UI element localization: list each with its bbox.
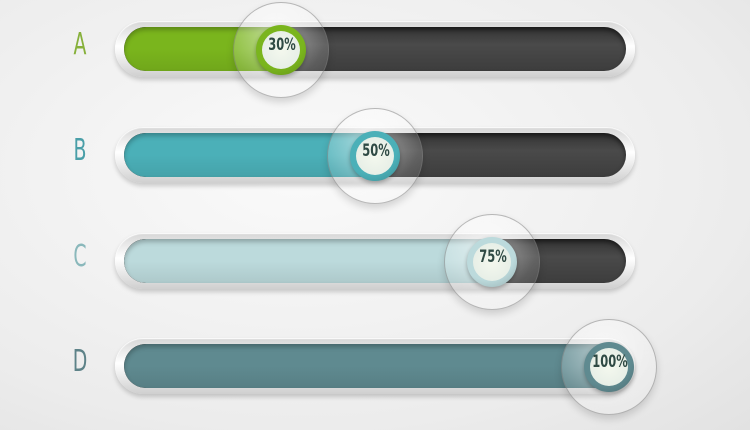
value-disc: [467, 237, 517, 287]
progress-groove: [124, 239, 626, 283]
value-disc: [350, 131, 400, 181]
value-disc: [256, 25, 307, 75]
value-label: 75%: [479, 247, 507, 267]
value-disc-center: [473, 243, 511, 281]
value-knob: 75%: [444, 214, 540, 310]
progress-row-b: B 50%: [0, 100, 750, 206]
progress-track: [115, 21, 635, 77]
progress-track: [115, 338, 635, 394]
value-label: 100%: [592, 352, 628, 372]
progress-fill: [124, 344, 626, 388]
progress-groove: [124, 27, 626, 71]
category-label: D: [72, 344, 88, 379]
progress-fill: [124, 239, 501, 283]
category-label: A: [73, 27, 87, 62]
value-disc-center: [356, 137, 394, 175]
category-label: C: [73, 239, 87, 274]
value-disc-center: [590, 348, 628, 386]
value-label: 30%: [268, 35, 297, 55]
progress-groove: [124, 344, 626, 388]
progress-track: [115, 233, 635, 289]
value-disc-center: [262, 31, 301, 69]
value-knob: 30%: [233, 2, 330, 98]
value-label: 50%: [362, 141, 390, 161]
value-knob: 100%: [561, 319, 657, 415]
progress-row-c: C 75%: [0, 206, 750, 312]
progress-row-d: D 100%: [0, 311, 750, 417]
value-disc: [584, 342, 634, 392]
progress-row-a: A 30%: [0, 0, 750, 100]
value-knob: 50%: [327, 108, 423, 204]
category-label: B: [73, 133, 87, 168]
